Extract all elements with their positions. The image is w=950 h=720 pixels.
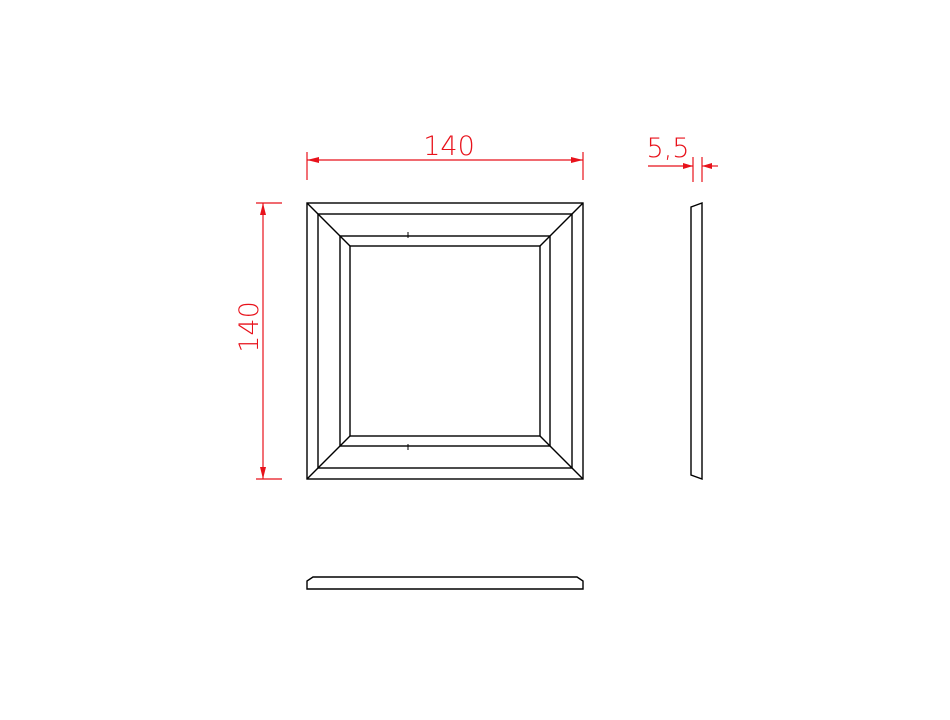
height-arrow-top	[260, 203, 266, 215]
width-dimension: 140	[306, 131, 584, 180]
front-bevel-edge	[317, 213, 573, 469]
thickness-arrow-right	[702, 163, 712, 169]
height-dimension: 140	[234, 202, 282, 480]
front-panel-edge	[349, 245, 541, 437]
bottom-view	[306, 576, 584, 590]
width-arrow-right	[571, 157, 583, 163]
front-view	[306, 202, 584, 480]
front-outer-edge	[306, 202, 584, 480]
side-profile	[690, 202, 703, 480]
miter-line-bottom-right	[539, 435, 584, 480]
thickness-arrow-left	[683, 163, 693, 169]
width-label: 140	[423, 131, 475, 162]
miter-line-top-left	[306, 202, 351, 247]
bottom-profile	[306, 576, 584, 590]
side-view	[690, 202, 703, 480]
thickness-dimension: 5,5	[647, 133, 718, 182]
miter-line-bottom-left	[306, 435, 351, 480]
miter-line-top-right	[539, 202, 584, 247]
front-frame-inner-edge	[339, 235, 551, 447]
thickness-label: 5,5	[647, 133, 690, 164]
height-arrow-bottom	[260, 467, 266, 479]
height-label: 140	[234, 301, 265, 353]
width-arrow-left	[307, 157, 319, 163]
